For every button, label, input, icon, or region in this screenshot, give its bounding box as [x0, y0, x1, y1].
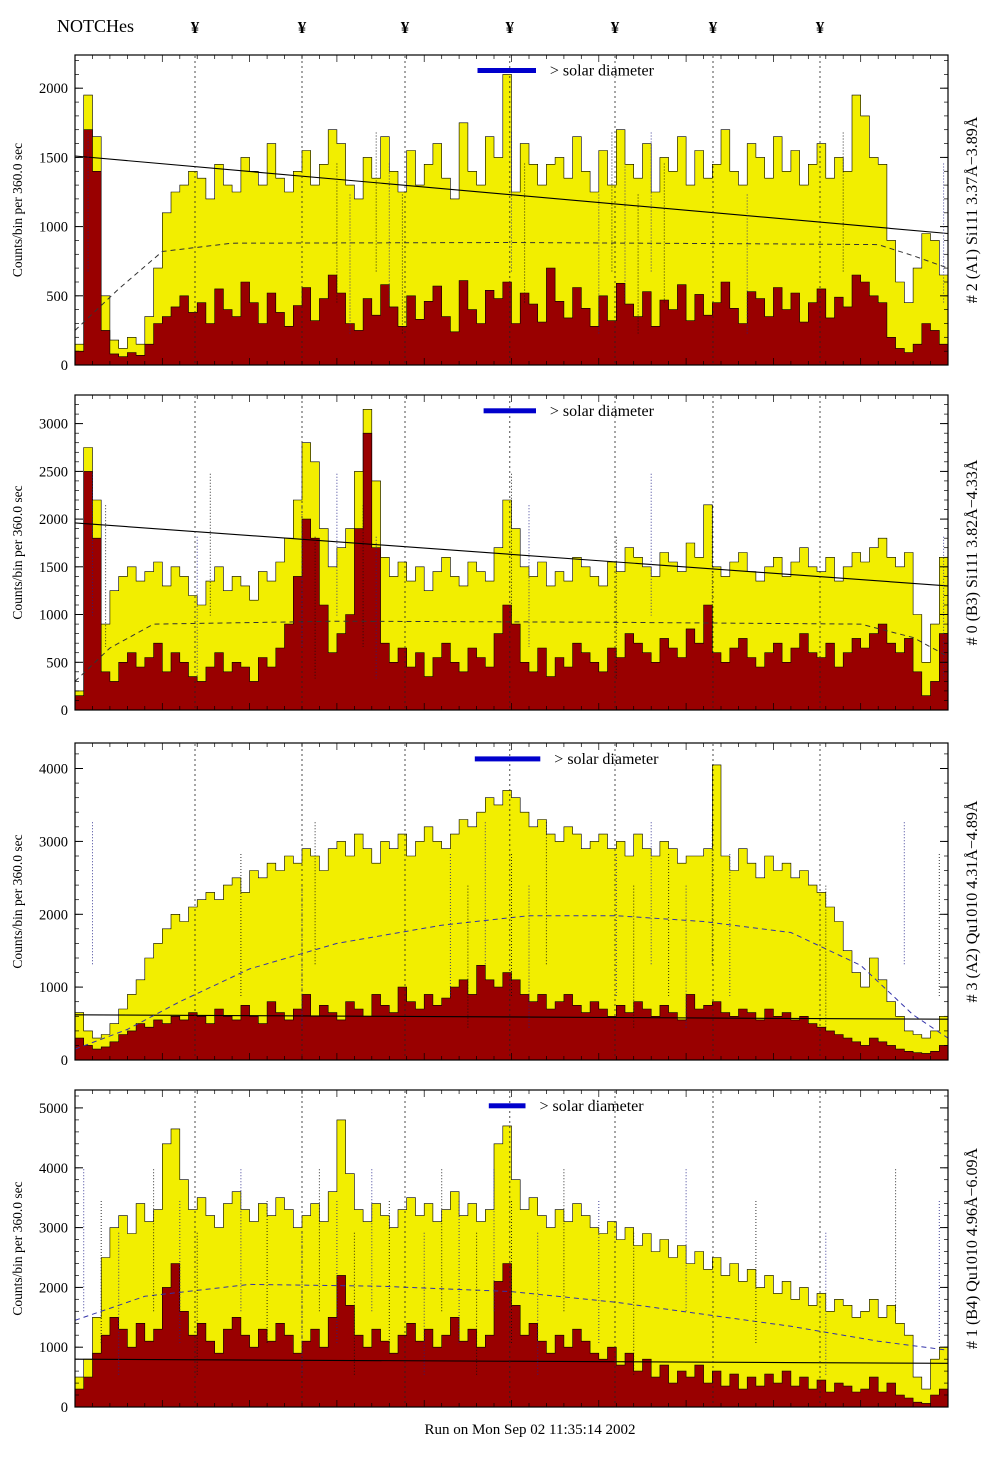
- solar-diameter-label: > solar diameter: [550, 63, 655, 80]
- y-tick-label: 5000: [39, 1101, 68, 1117]
- dark-red-histogram: [74, 432, 949, 711]
- solar-diameter-label: > solar diameter: [550, 403, 655, 420]
- panel-box: [74, 54, 949, 366]
- y-tick-label: 0: [61, 358, 68, 374]
- trend-line: [74, 1358, 949, 1364]
- dark-red-histogram: [74, 1263, 949, 1408]
- solar-diameter-label: > solar diameter: [540, 1098, 645, 1115]
- background-dashed-line: [74, 620, 949, 682]
- y-tick-label: 3000: [39, 834, 68, 850]
- y-tick-label: 2000: [39, 81, 68, 97]
- dark-red-histogram: [74, 129, 949, 366]
- trend-line: [74, 1014, 949, 1020]
- y-tick-label: 1500: [39, 150, 68, 166]
- notches-label: NOTCHes: [57, 16, 134, 36]
- trend-line: [74, 155, 949, 235]
- trend-line: [74, 522, 949, 587]
- notch-symbol: ¥: [709, 18, 718, 37]
- y-tick-label: 1000: [39, 220, 68, 236]
- panel-box: [74, 742, 949, 1061]
- y-axis-label: Counts/bin per 360.0 sec: [10, 834, 25, 968]
- background-dashed-line: [74, 241, 949, 331]
- y-tick-label: 2000: [39, 1280, 68, 1296]
- notch-symbol: ¥: [298, 18, 307, 37]
- y-tick-label: 2000: [39, 907, 68, 923]
- y-tick-label: 1000: [39, 1340, 68, 1356]
- panel-right-label: # 3 (A2) Qu1010 4.31Å−4.89Å: [963, 800, 981, 1002]
- y-axis-label: Counts/bin per 360.0 sec: [10, 485, 25, 619]
- solar-diameter-bar: [474, 756, 541, 762]
- notch-symbol: ¥: [816, 18, 825, 37]
- y-tick-label: 4000: [39, 762, 68, 778]
- panel-box: [74, 394, 949, 711]
- notch-symbol: ¥: [611, 18, 620, 37]
- run-timestamp: Run on Mon Sep 02 11:35:14 2002: [424, 1422, 636, 1438]
- y-tick-label: 500: [46, 289, 68, 305]
- y-tick-label: 500: [46, 655, 68, 671]
- y-tick-label: 1000: [39, 980, 68, 996]
- y-tick-label: 1500: [39, 560, 68, 576]
- notch-symbol: ¥: [191, 18, 200, 37]
- solar-diameter-label: > solar diameter: [554, 751, 659, 768]
- panel-box: [74, 1089, 949, 1408]
- y-tick-label: 1000: [39, 608, 68, 624]
- y-tick-label: 0: [61, 1400, 68, 1416]
- notch-symbol: ¥: [506, 18, 515, 37]
- y-tick-label: 0: [61, 1053, 68, 1069]
- y-tick-label: 0: [61, 703, 68, 719]
- y-tick-label: 2000: [39, 512, 68, 528]
- y-axis-label: Counts/bin per 360.0 sec: [10, 143, 25, 277]
- solar-diameter-bar: [488, 1103, 526, 1109]
- panel-right-label: # 0 (B3) Si111 3.82Å−4.33Å: [963, 459, 981, 645]
- panel-right-label: # 2 (A1) Si111 3.37Å−3.89Å: [963, 116, 981, 303]
- y-tick-label: 4000: [39, 1161, 68, 1177]
- panel-right-label: # 1 (B4) Qu1010 4.96Å−6.09Å: [963, 1148, 981, 1349]
- y-tick-label: 3000: [39, 1221, 68, 1237]
- y-tick-label: 2500: [39, 464, 68, 480]
- y-tick-label: 3000: [39, 417, 68, 433]
- notch-symbol: ¥: [401, 18, 410, 37]
- y-axis-label: Counts/bin per 360.0 sec: [10, 1181, 25, 1315]
- solar-diameter-bar: [483, 408, 536, 414]
- solar-diameter-bar: [477, 68, 536, 73]
